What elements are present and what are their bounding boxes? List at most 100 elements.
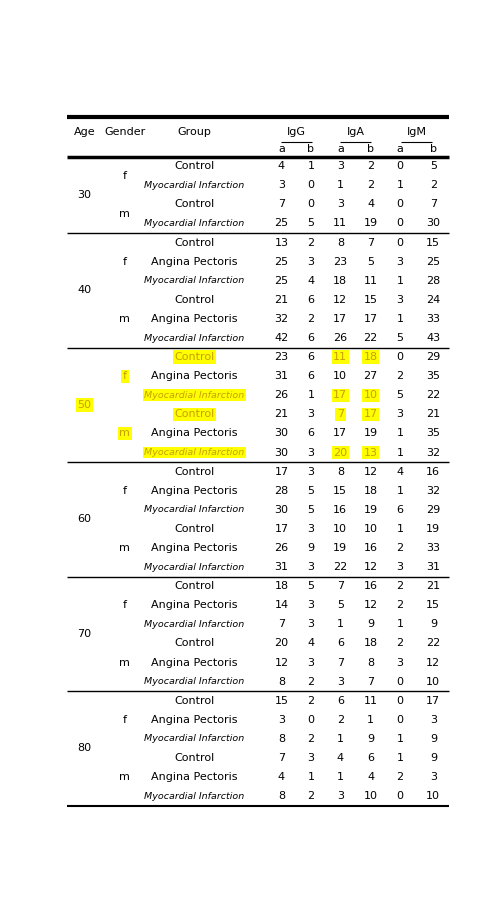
Text: 1: 1 — [396, 180, 403, 190]
Text: 11: 11 — [364, 276, 378, 286]
Text: 7: 7 — [337, 410, 344, 419]
Text: 1: 1 — [396, 276, 403, 286]
Text: 40: 40 — [77, 285, 92, 295]
Text: 5: 5 — [307, 581, 314, 592]
Text: 11: 11 — [333, 352, 348, 362]
Text: 0: 0 — [396, 219, 403, 229]
Text: 3: 3 — [307, 562, 314, 572]
Text: a: a — [396, 144, 403, 154]
Text: 12: 12 — [364, 467, 378, 476]
Text: 20: 20 — [333, 448, 348, 458]
Text: 60: 60 — [77, 514, 92, 524]
Text: 26: 26 — [274, 390, 289, 401]
Text: 1: 1 — [396, 734, 403, 744]
Text: 22: 22 — [426, 390, 441, 401]
Text: 2: 2 — [396, 600, 403, 610]
Text: Myocardial Infarction: Myocardial Infarction — [144, 506, 245, 514]
Text: 20: 20 — [274, 639, 289, 649]
Text: 19: 19 — [426, 524, 441, 533]
Text: 2: 2 — [396, 581, 403, 592]
Text: 19: 19 — [364, 505, 378, 515]
Text: 6: 6 — [307, 333, 314, 343]
Text: a: a — [337, 144, 344, 154]
Text: IgA: IgA — [347, 127, 365, 138]
Text: 8: 8 — [278, 734, 285, 744]
Text: 29: 29 — [426, 505, 441, 515]
Text: 24: 24 — [426, 294, 441, 305]
Text: f: f — [123, 600, 127, 610]
Text: Control: Control — [175, 639, 215, 649]
Text: f: f — [123, 171, 127, 181]
Text: 0: 0 — [396, 199, 403, 210]
Text: 12: 12 — [426, 657, 441, 667]
Text: 18: 18 — [364, 485, 378, 496]
Text: Myocardial Infarction: Myocardial Infarction — [144, 792, 245, 801]
Text: 19: 19 — [364, 219, 378, 229]
Text: 70: 70 — [77, 629, 92, 639]
Text: 2: 2 — [396, 543, 403, 553]
Text: 11: 11 — [364, 696, 378, 706]
Text: 2: 2 — [307, 677, 314, 687]
Text: 25: 25 — [274, 219, 289, 229]
Text: 5: 5 — [396, 390, 403, 401]
Text: Myocardial Infarction: Myocardial Infarction — [144, 219, 245, 228]
Text: 3: 3 — [278, 714, 285, 725]
Text: 3: 3 — [396, 562, 403, 572]
Text: m: m — [119, 543, 130, 553]
Text: 10: 10 — [333, 371, 348, 381]
Text: 8: 8 — [367, 657, 374, 667]
Text: 5: 5 — [307, 505, 314, 515]
Text: Myocardial Infarction: Myocardial Infarction — [144, 333, 245, 342]
Text: 19: 19 — [333, 543, 348, 553]
Text: 6: 6 — [307, 294, 314, 305]
Text: 2: 2 — [307, 237, 314, 247]
Text: 7: 7 — [278, 753, 285, 763]
Text: f: f — [123, 485, 127, 496]
Text: 4: 4 — [367, 773, 374, 782]
Text: Angina Pectoris: Angina Pectoris — [151, 600, 238, 610]
Text: 35: 35 — [427, 428, 440, 438]
Text: Myocardial Infarction: Myocardial Infarction — [144, 735, 245, 743]
Text: 0: 0 — [396, 162, 403, 171]
Text: 13: 13 — [364, 448, 378, 458]
Text: Control: Control — [175, 753, 215, 763]
Text: Angina Pectoris: Angina Pectoris — [151, 428, 238, 438]
Text: Control: Control — [175, 410, 215, 419]
Text: 32: 32 — [426, 448, 441, 458]
Text: 5: 5 — [396, 333, 403, 343]
Text: a: a — [278, 144, 285, 154]
Text: 0: 0 — [307, 180, 314, 190]
Text: 27: 27 — [364, 371, 378, 381]
Text: 6: 6 — [337, 696, 344, 706]
Text: Myocardial Infarction: Myocardial Infarction — [144, 563, 245, 571]
Text: 2: 2 — [307, 696, 314, 706]
Text: 15: 15 — [427, 600, 440, 610]
Text: 16: 16 — [364, 581, 378, 592]
Text: 3: 3 — [307, 600, 314, 610]
Text: 2: 2 — [430, 180, 437, 190]
Text: 7: 7 — [337, 657, 344, 667]
Text: 2: 2 — [307, 734, 314, 744]
Text: 14: 14 — [274, 600, 289, 610]
Text: 1: 1 — [337, 773, 344, 782]
Text: 4: 4 — [367, 199, 374, 210]
Text: 3: 3 — [278, 180, 285, 190]
Text: Myocardial Infarction: Myocardial Infarction — [144, 620, 245, 629]
Text: 50: 50 — [77, 400, 92, 410]
Text: 2: 2 — [396, 773, 403, 782]
Text: 22: 22 — [364, 333, 378, 343]
Text: 17: 17 — [333, 314, 348, 324]
Text: 13: 13 — [275, 237, 288, 247]
Text: 21: 21 — [426, 581, 441, 592]
Text: 17: 17 — [333, 428, 348, 438]
Text: 1: 1 — [337, 180, 344, 190]
Text: 15: 15 — [333, 485, 348, 496]
Text: 5: 5 — [367, 257, 374, 267]
Text: Gender: Gender — [104, 127, 145, 138]
Text: Myocardial Infarction: Myocardial Infarction — [144, 390, 245, 400]
Text: 3: 3 — [337, 199, 344, 210]
Text: 0: 0 — [307, 714, 314, 725]
Text: 10: 10 — [333, 524, 348, 533]
Text: Control: Control — [175, 467, 215, 476]
Text: 12: 12 — [333, 294, 348, 305]
